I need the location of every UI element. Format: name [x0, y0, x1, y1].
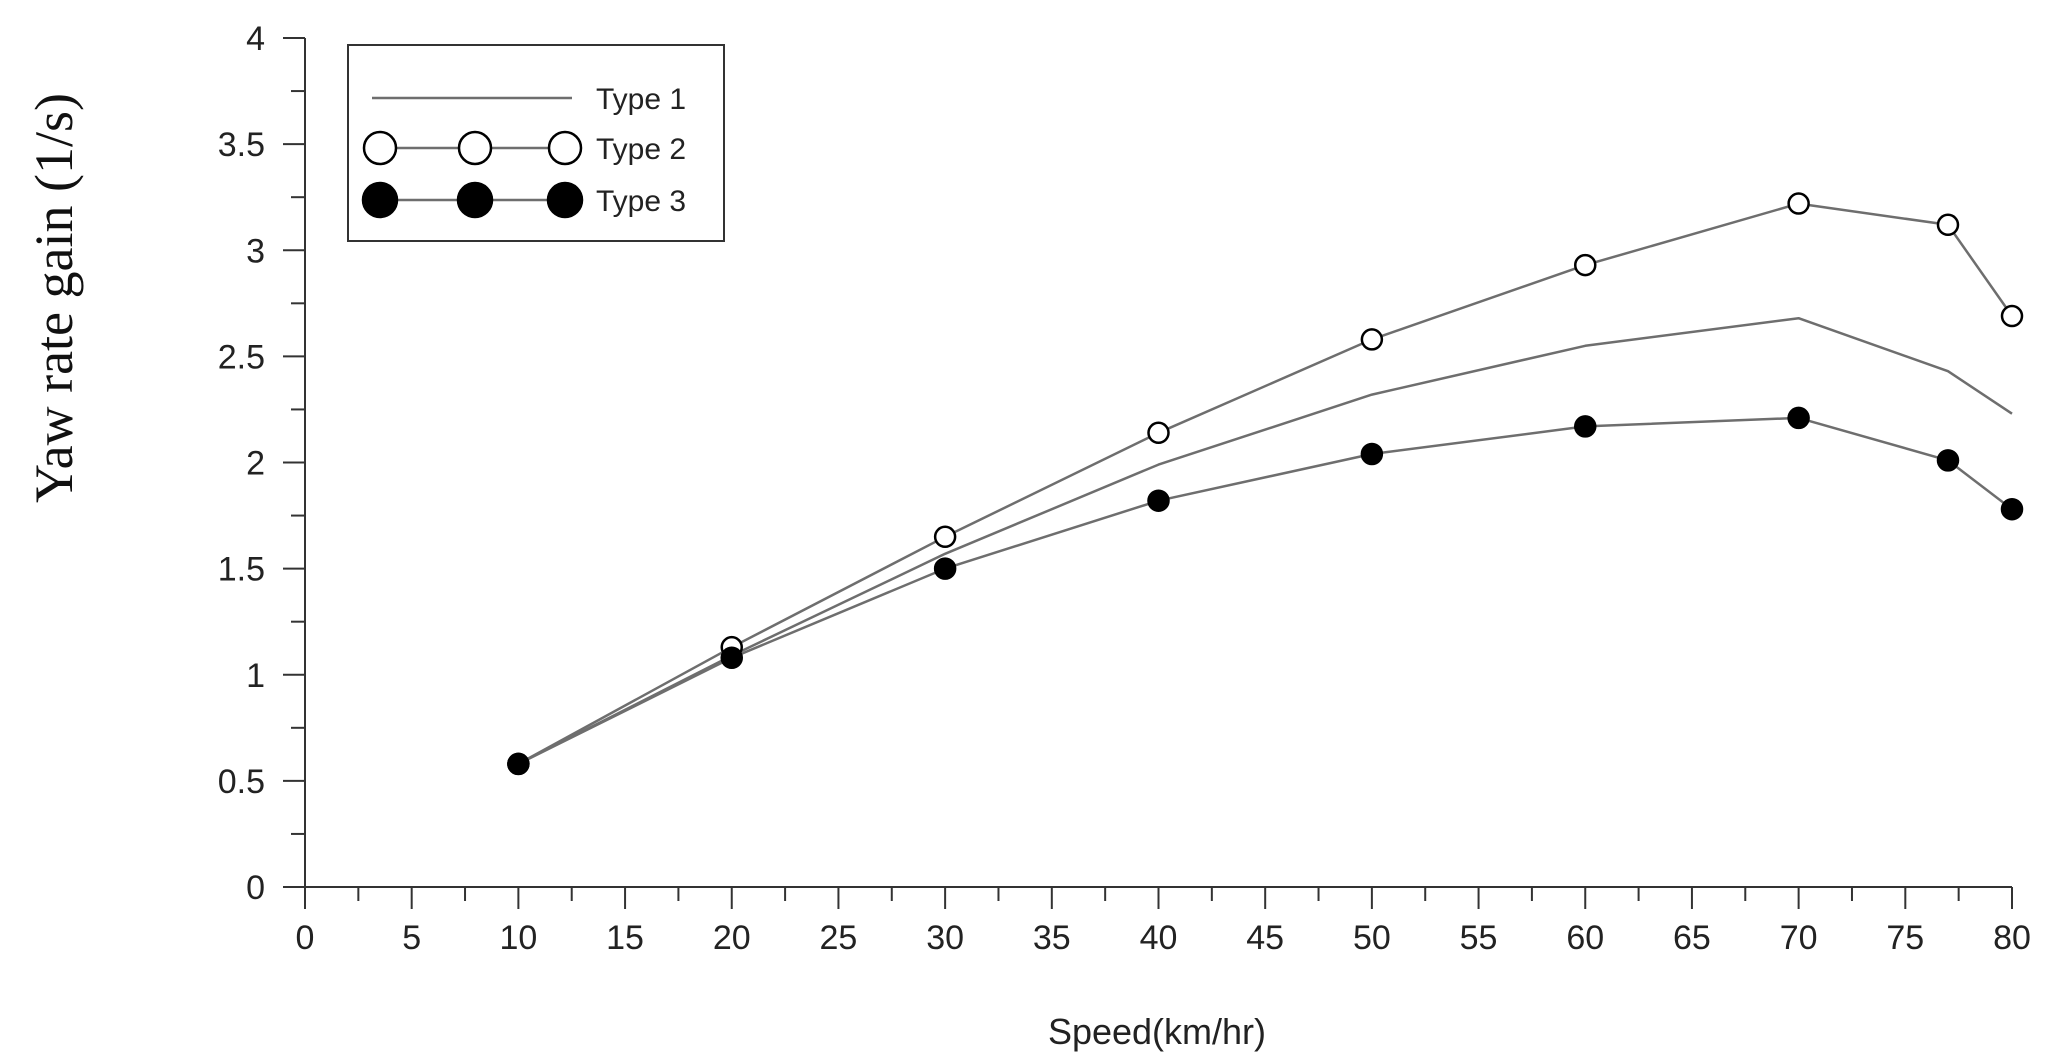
data-point [1360, 442, 1384, 466]
data-point [1787, 192, 1810, 215]
data-point [2000, 497, 2024, 521]
y-tick-label: 1.5 [218, 551, 265, 589]
y-tick-label: 2 [246, 445, 265, 483]
legend-marker [456, 181, 494, 219]
series-type-1 [517, 316, 2013, 766]
data-point [933, 525, 957, 549]
y-tick-label: 0.5 [218, 763, 265, 801]
series-line [517, 202, 2014, 765]
series-plot-area [507, 192, 2024, 776]
x-tick-label: 15 [606, 919, 644, 957]
x-tick-label: 50 [1353, 919, 1391, 957]
y-tick-label: 0 [246, 869, 265, 907]
legend-entry: Type 2 [362, 130, 686, 166]
data-point [1360, 328, 1384, 351]
x-tick-label: 0 [296, 919, 315, 957]
legend: Type 1 Type 2 Type 3 [347, 44, 725, 242]
legend-entries: Type 1 Type 2 Type 3 [361, 83, 686, 219]
x-tick-label: 20 [713, 919, 751, 957]
legend-label: Type 3 [596, 185, 686, 218]
legend-marker [546, 181, 584, 219]
x-tick-label: 55 [1460, 919, 1498, 957]
legend-marker [457, 130, 493, 166]
x-axis-label: Speed(km/hr) [1048, 1011, 1266, 1052]
legend-marker [362, 130, 398, 166]
x-tick-label: 45 [1246, 919, 1284, 957]
data-point [1936, 449, 1960, 472]
data-point [2000, 304, 2024, 328]
x-tick-label: 5 [402, 919, 421, 957]
series-line [517, 416, 2013, 766]
series-line [517, 316, 2013, 766]
data-point [1147, 489, 1170, 512]
y-tick-label: 4 [246, 20, 265, 58]
data-point [507, 752, 530, 776]
legend-marker [361, 181, 399, 219]
legend-entry: Type 3 [361, 181, 686, 219]
x-tick-label: 70 [1780, 919, 1818, 957]
y-tick-label: 2.5 [218, 338, 265, 376]
y-tick-label: 3.5 [218, 126, 265, 164]
x-tick-label: 60 [1566, 919, 1604, 957]
x-tick-label: 25 [820, 919, 858, 957]
y-axis-label: Yaw rate gain (1/s) [24, 93, 84, 503]
data-point [720, 646, 743, 670]
legend-label: Type 2 [596, 133, 686, 166]
x-tick-label: 10 [499, 919, 537, 957]
ticks: 0 5 10 15 20 25 30 35 40 45 50 55 60 65 70 75 80 0 0.5 1 1.5… [218, 20, 2031, 957]
data-point [933, 557, 957, 580]
x-tick-label: 65 [1673, 919, 1711, 957]
legend-box [347, 44, 725, 242]
y-tick-label: 3 [246, 232, 265, 270]
y-tick-label: 1 [246, 657, 265, 695]
legend-entry: Type 1 [372, 83, 686, 116]
legend-marker [547, 130, 583, 166]
legend-label: Type 1 [596, 83, 686, 116]
data-point [1574, 415, 1597, 438]
x-tick-label: 30 [926, 919, 964, 957]
data-point [1147, 421, 1170, 445]
series-type-3 [507, 406, 2024, 776]
series-type-2 [507, 192, 2024, 776]
x-tick-label: 40 [1140, 919, 1178, 957]
x-tick-label: 75 [1886, 919, 1924, 957]
x-tick-label: 35 [1033, 919, 1071, 957]
data-point [1787, 406, 1810, 430]
data-point [1936, 213, 1960, 237]
x-tick-label: 80 [1993, 919, 2031, 957]
data-point [1574, 253, 1597, 277]
